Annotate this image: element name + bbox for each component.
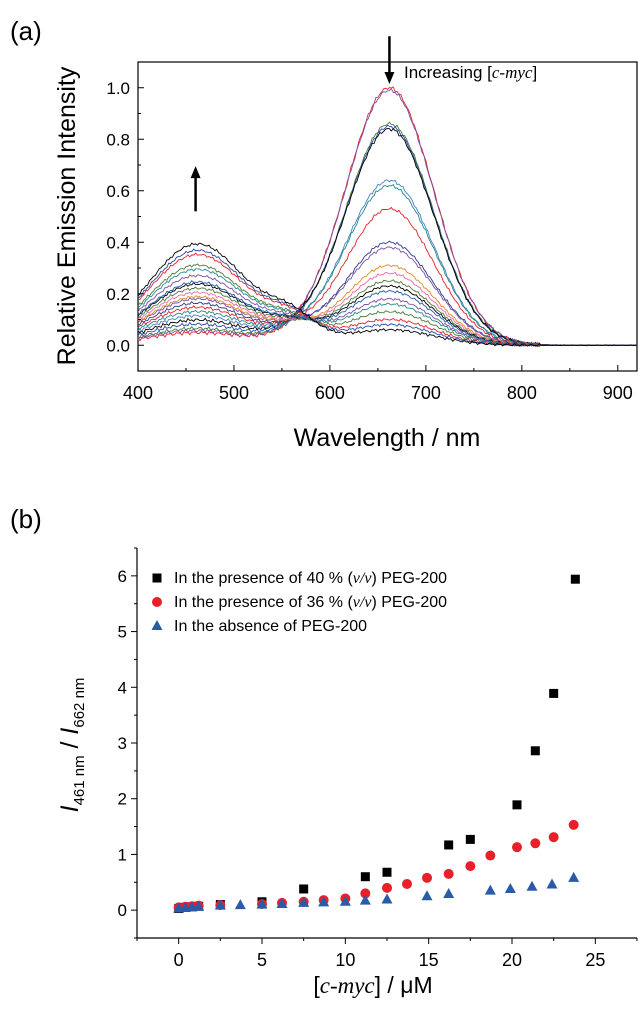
data-point-square — [549, 688, 559, 698]
panel-b-y-tick-label: 5 — [118, 623, 127, 642]
data-point-triangle — [484, 884, 496, 895]
panel-a-series-group — [137, 86, 638, 348]
data-point-circle — [568, 819, 579, 830]
panel-b-y-tick-label: 1 — [118, 845, 127, 864]
panel-a-x-tick-label: 600 — [315, 383, 345, 403]
panel-a-x-tick-label: 400 — [123, 383, 153, 403]
data-point-triangle — [443, 887, 455, 898]
data-point-square — [570, 574, 580, 584]
data-point-triangle — [339, 895, 351, 906]
legend-marker-square — [152, 573, 162, 583]
panel-b-y-tick-label: 0 — [118, 901, 127, 920]
emission-spectrum-line — [137, 279, 638, 348]
panel-b-x-axis-label: [c-myc] / μM — [313, 972, 432, 998]
data-point-triangle — [568, 871, 580, 882]
legend-label: In the presence of 40 % (v/v) PEG-200 — [174, 570, 447, 587]
panel-a-y-tick-label: 1.0 — [106, 79, 130, 98]
panel-a-label: (a) — [10, 16, 42, 46]
panel-b-x-tick-label: 0 — [174, 950, 184, 970]
emission-spectrum-line — [137, 271, 638, 348]
panel-b-y-ticks: 0 1 2 3 4 5 6 — [118, 547, 137, 939]
panel-b-x-tick-label: 10 — [335, 950, 355, 970]
panel-b-y-tick-label: 6 — [118, 567, 127, 586]
data-point-square — [360, 872, 370, 882]
panel-a-x-tick-label: 900 — [603, 383, 633, 403]
legend-marker-triangle — [151, 620, 163, 630]
emission-spectrum-line — [137, 179, 637, 348]
panel-b-legend: In the presence of 40 % (v/v) PEG-200 In … — [151, 570, 447, 635]
panel-a-x-tick-label: 500 — [219, 383, 249, 403]
data-point-circle — [422, 872, 432, 883]
panel-a-arrows — [190, 36, 395, 212]
data-point-triangle — [193, 900, 205, 911]
panel-b-x-tick-label: 5 — [257, 950, 267, 970]
panel-b-x-tick-label: 25 — [585, 950, 605, 970]
data-point-circle — [548, 832, 559, 843]
data-point-triangle — [526, 880, 538, 891]
data-point-circle — [360, 888, 371, 899]
panel-a-x-tick-label: 700 — [411, 383, 441, 403]
panel-b-y-tick-label: 2 — [118, 790, 127, 809]
data-point-triangle — [298, 896, 310, 907]
data-point-circle — [530, 838, 541, 849]
panel-a-y-ticks: 0.0 0.2 0.4 0.6 0.8 1.0 — [106, 61, 144, 372]
emission-spectrum-line — [137, 128, 638, 347]
panel-b-chart: 0 5 10 15 20 25 0 1 2 3 4 5 6 In the presence of 40… — [56, 547, 638, 998]
data-point-triangle — [276, 898, 288, 909]
panel-b-label: (b) — [10, 504, 42, 534]
panel-b-y-tick-label: 4 — [118, 678, 127, 697]
panel-a-y-tick-label: 0.6 — [106, 182, 130, 201]
panel-a-y-tick-label: 0.2 — [106, 285, 130, 304]
legend-label: In the absence of PEG-200 — [174, 618, 367, 635]
panel-b-y-axis-label: I461 nm / I662 nm — [56, 678, 88, 813]
data-point-triangle — [359, 894, 371, 905]
emission-spectrum-line — [137, 246, 638, 347]
data-point-circle — [512, 842, 522, 853]
data-point-triangle — [318, 896, 330, 907]
legend-label: In the presence of 36 % (v/v) PEG-200 — [174, 594, 447, 611]
panel-a-chart: 400 500 600 700 800 900 0.0 0.2 0.4 0.6 0.8 1.0 In… — [53, 36, 638, 452]
panel-a-y-tick-label: 0.8 — [106, 130, 130, 149]
panel-a-y-tick-label: 0.4 — [106, 233, 130, 252]
data-point-triangle — [214, 899, 226, 910]
emission-spectrum-line — [137, 183, 638, 348]
data-point-square — [465, 834, 475, 844]
data-point-square — [512, 800, 522, 810]
emission-spectrum-line — [137, 242, 638, 347]
panel-b-x-tick-label: 20 — [502, 950, 522, 970]
data-point-circle — [465, 861, 476, 872]
panel-a-x-axis-label: Wavelength / nm — [294, 424, 481, 452]
data-point-circle — [443, 868, 454, 879]
data-point-circle — [402, 878, 412, 889]
panel-b-points-group — [173, 574, 580, 913]
data-point-triangle — [381, 893, 393, 904]
legend-marker-circle — [152, 597, 162, 607]
emission-spectrum-line — [137, 87, 638, 348]
emission-spectrum-line — [137, 282, 638, 347]
panel-b-y-tick-label: 3 — [118, 734, 127, 753]
panel-a-y-axis-label: Relative Emission Intensity — [53, 66, 81, 365]
data-point-triangle — [256, 898, 268, 909]
data-point-square — [382, 867, 392, 877]
arrow-down-icon — [384, 72, 395, 85]
data-point-square — [444, 840, 454, 850]
panel-a-annotation: Increasing [c-myc] — [404, 63, 537, 82]
data-point-triangle — [504, 882, 516, 893]
data-point-circle — [382, 882, 392, 893]
data-point-triangle — [234, 899, 246, 910]
data-point-triangle — [421, 890, 433, 901]
panel-a-x-tick-label: 800 — [507, 383, 537, 403]
data-point-circle — [485, 850, 496, 861]
data-point-triangle — [546, 878, 558, 889]
panel-b-x-tick-label: 15 — [419, 950, 439, 970]
data-point-square — [530, 746, 540, 756]
panel-a-y-tick-label: 0.0 — [106, 336, 130, 355]
arrow-up-icon — [190, 166, 201, 179]
data-point-square — [299, 884, 309, 894]
panel-a-frame — [137, 61, 638, 372]
panel-a-x-ticks: 400 500 600 700 800 900 — [123, 365, 633, 403]
panel-b-x-ticks: 0 5 10 15 20 25 — [136, 938, 638, 970]
